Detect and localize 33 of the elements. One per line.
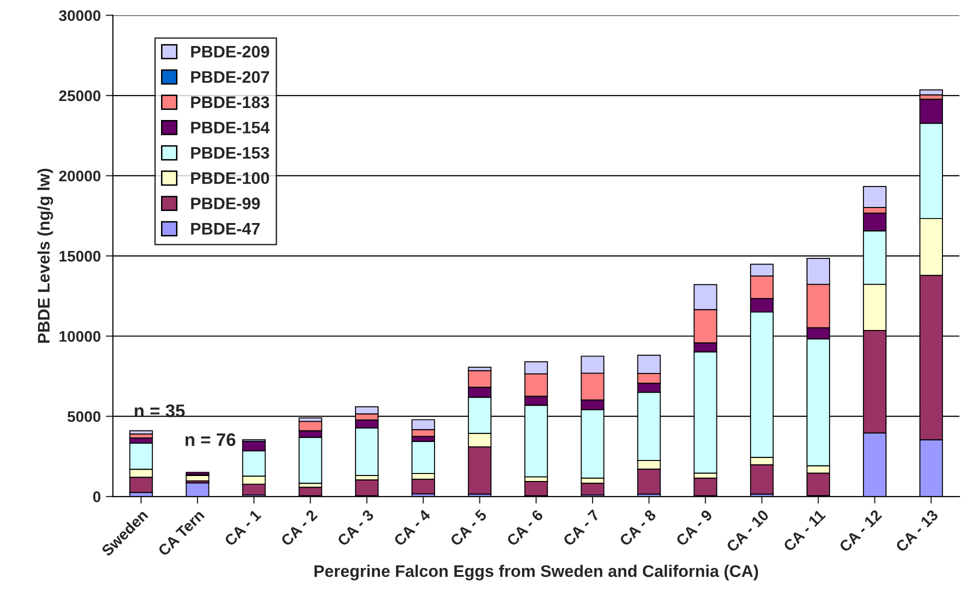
x-tick-label: CA - 12 bbox=[838, 509, 882, 553]
y-tick-label: 5000 bbox=[68, 411, 100, 422]
y-tick-label: 30000 bbox=[58, 10, 100, 22]
y-tick-label: 25000 bbox=[59, 90, 100, 102]
x-tick-label: CA - 10 bbox=[726, 509, 770, 553]
y-tick-label: 0 bbox=[93, 491, 100, 502]
x-tick-label: CA - 6 bbox=[506, 509, 544, 547]
y-tick-label: 20000 bbox=[59, 170, 100, 182]
x-tick-label: CA - 8 bbox=[618, 508, 657, 547]
y-tick-label: 10000 bbox=[60, 330, 100, 342]
legend-label: PBDE-153 bbox=[191, 146, 270, 159]
y-tick-label: 15000 bbox=[60, 250, 100, 262]
x-tick-label: CA - 3 bbox=[336, 509, 374, 547]
x-tick-label: CA Tern bbox=[157, 509, 205, 557]
x-tick-label: CA - 2 bbox=[280, 509, 318, 547]
x-tick-label: CA - 9 bbox=[675, 509, 713, 547]
x-axis-title: Peregrine Falcon Eggs from Sweden and California (CA) bbox=[314, 564, 758, 580]
legend-label: PBDE-100 bbox=[191, 172, 270, 184]
x-tick-label: CA - 11 bbox=[782, 508, 826, 552]
legend-label: PBDE-207 bbox=[191, 71, 269, 83]
x-tick-label: CA - 13 bbox=[895, 509, 939, 553]
legend-label: PBDE-209 bbox=[191, 46, 270, 58]
y-axis-title: PBDE Levels (ng/g lw) bbox=[37, 168, 54, 343]
x-tick-label: CA - 4 bbox=[393, 508, 432, 547]
annotation: n = 35 bbox=[134, 404, 185, 418]
x-tick-label: CA - 7 bbox=[562, 509, 600, 547]
x-tick-label: CA - 1 bbox=[224, 508, 262, 547]
x-tick-label: CA - 5 bbox=[450, 508, 488, 547]
legend-label: PBDE-183 bbox=[191, 96, 270, 108]
legend-label: PBDE-154 bbox=[191, 122, 270, 134]
legend-label: PBDE-99 bbox=[191, 198, 260, 210]
legend-label: PBDE-47 bbox=[191, 223, 260, 234]
annotation: n = 76 bbox=[186, 433, 236, 446]
